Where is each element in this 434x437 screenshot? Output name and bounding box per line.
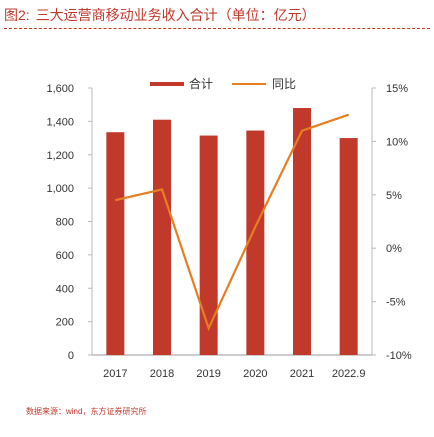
right-axis-tick-label: 15%	[386, 83, 408, 95]
bar-2021	[293, 108, 311, 356]
left-axis-tick-label: 1,200	[46, 150, 74, 162]
right-axis-tick-label: -5%	[386, 297, 406, 309]
right-axis-tick-label: 10%	[386, 136, 408, 148]
figure-title: 图2: 三大运营商移动业务收入合计（单位：亿元）	[4, 2, 430, 29]
x-axis-tick-label: 2018	[150, 368, 174, 380]
x-axis-tick-label: 2019	[196, 368, 220, 380]
x-axis: 2017 2018 2019 2020 2021 2022.9	[92, 354, 372, 380]
bar-2017	[106, 132, 125, 355]
line-series	[115, 113, 350, 332]
left-axis-tick-label: 1,600	[46, 83, 74, 95]
legend-bar-swatch	[150, 82, 184, 86]
chart: 合计 同比 02004006008001,0001,2001,4001,600 …	[46, 76, 412, 380]
x-axis-tick-label: 2020	[243, 368, 267, 380]
left-axis-tick-label: 800	[56, 217, 74, 229]
legend-line-label: 同比	[272, 77, 296, 91]
yoy-line	[115, 113, 350, 332]
left-axis-tick-label: 1,000	[46, 183, 74, 195]
left-axis-tick-label: 200	[56, 317, 74, 329]
x-axis-tick-label: 2022.9	[332, 368, 366, 380]
source-note: 数据来源：wind，东方证券研究所	[26, 407, 147, 416]
bar-2018	[153, 119, 171, 355]
bar-2020	[246, 130, 265, 355]
x-axis-tick-label: 2017	[103, 368, 127, 380]
bar-series	[106, 108, 358, 356]
right-axis-tick-label: 5%	[386, 190, 402, 202]
right-axis-tick-label: -10%	[386, 350, 412, 362]
legend: 合计 同比	[150, 76, 296, 91]
legend-bar-label: 合计	[189, 76, 213, 91]
left-axis-tick-label: 0	[68, 350, 74, 362]
right-axis-tick-label: 0%	[386, 243, 402, 255]
left-axis-tick-label: 1,400	[46, 116, 74, 128]
figure-title-text: 三大运营商移动业务收入合计（单位：亿元）	[35, 7, 316, 23]
left-axis: 0 200 400 600 800 1,000 1,200 1,400 1,600	[46, 83, 93, 362]
bar-2019	[199, 135, 218, 355]
x-axis-tick-label: 2021	[290, 368, 314, 380]
left-axis-tick-label: 600	[56, 250, 74, 262]
figure-number: 图2:	[4, 7, 30, 23]
left-axis-tick-label: 400	[56, 283, 74, 295]
bar-2022.9	[339, 138, 358, 355]
right-axis: -10% -5% 0% 5% 10% 15%	[371, 83, 412, 362]
